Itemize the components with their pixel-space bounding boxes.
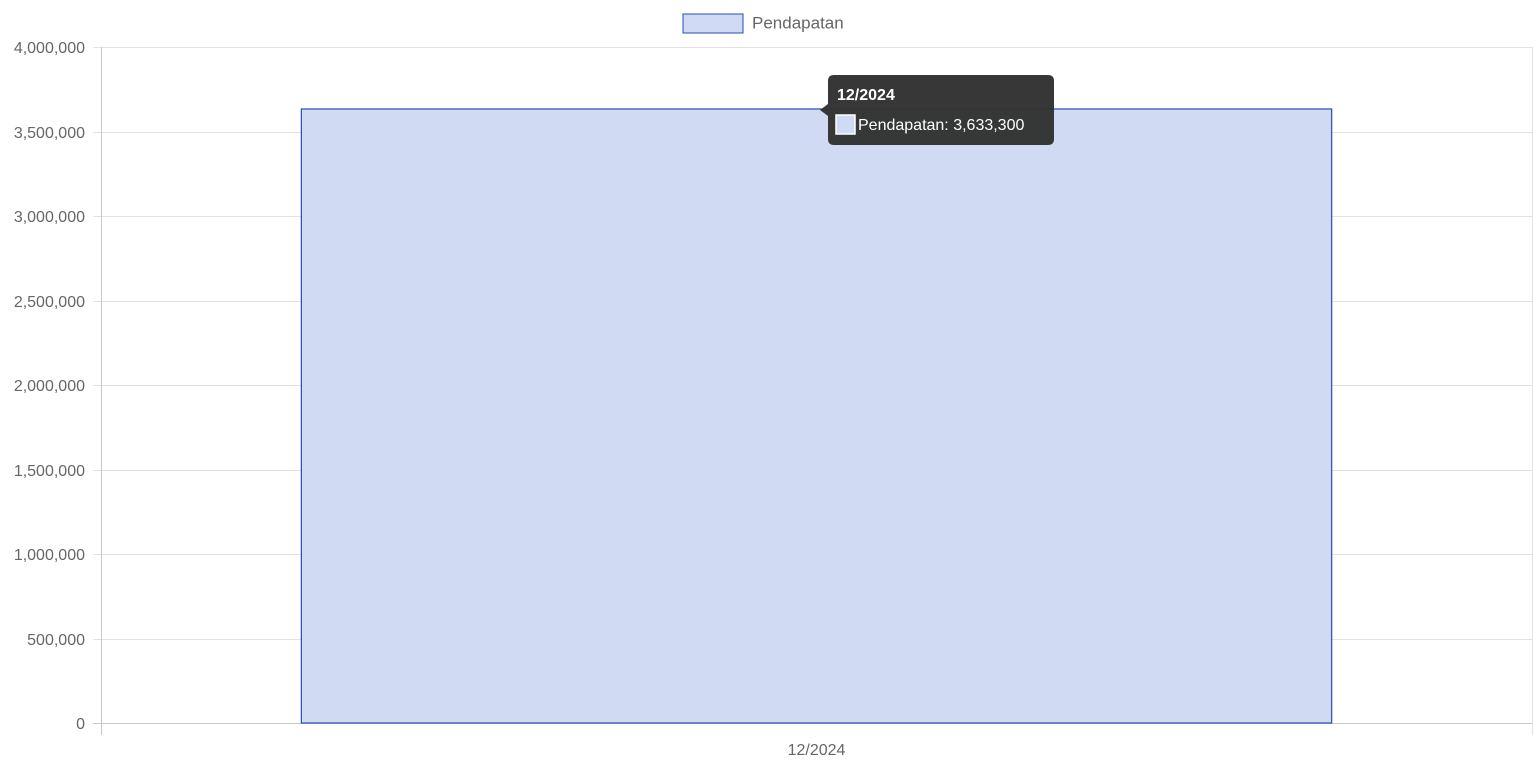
y-tick-label: 2,000,000 <box>14 378 85 395</box>
bars <box>300 108 1333 724</box>
tooltip-body: Pendapatan: 3,633,300 <box>858 117 1024 134</box>
x-axis-ticks: 12/2024 <box>788 742 846 759</box>
x-tick-label: 12/2024 <box>788 742 846 759</box>
bar[interactable] <box>300 108 1333 724</box>
y-tick-label: 0 <box>76 716 85 733</box>
y-axis-ticks: 0 500,000 1,000,000 1,500,000 2,000,000 2,500… <box>14 40 85 733</box>
tooltip-title: 12/2024 <box>837 87 895 104</box>
y-tick-label: 4,000,000 <box>14 40 85 57</box>
tooltip-color-swatch <box>835 114 856 135</box>
legend[interactable]: Pendapatan <box>682 13 844 34</box>
y-tick-label: 3,500,000 <box>14 125 85 142</box>
y-tick-label: 1,500,000 <box>14 463 85 480</box>
tooltip: 12/2024 Pendapatan: 3,633,300 <box>820 75 1054 145</box>
tooltip-box <box>820 75 1054 145</box>
legend-label: Pendapatan <box>752 14 844 33</box>
legend-swatch <box>682 13 744 34</box>
y-tick-label: 500,000 <box>27 632 85 649</box>
y-tick-label: 3,000,000 <box>14 209 85 226</box>
y-tick-label: 1,000,000 <box>14 547 85 564</box>
y-tick-label: 2,500,000 <box>14 294 85 311</box>
